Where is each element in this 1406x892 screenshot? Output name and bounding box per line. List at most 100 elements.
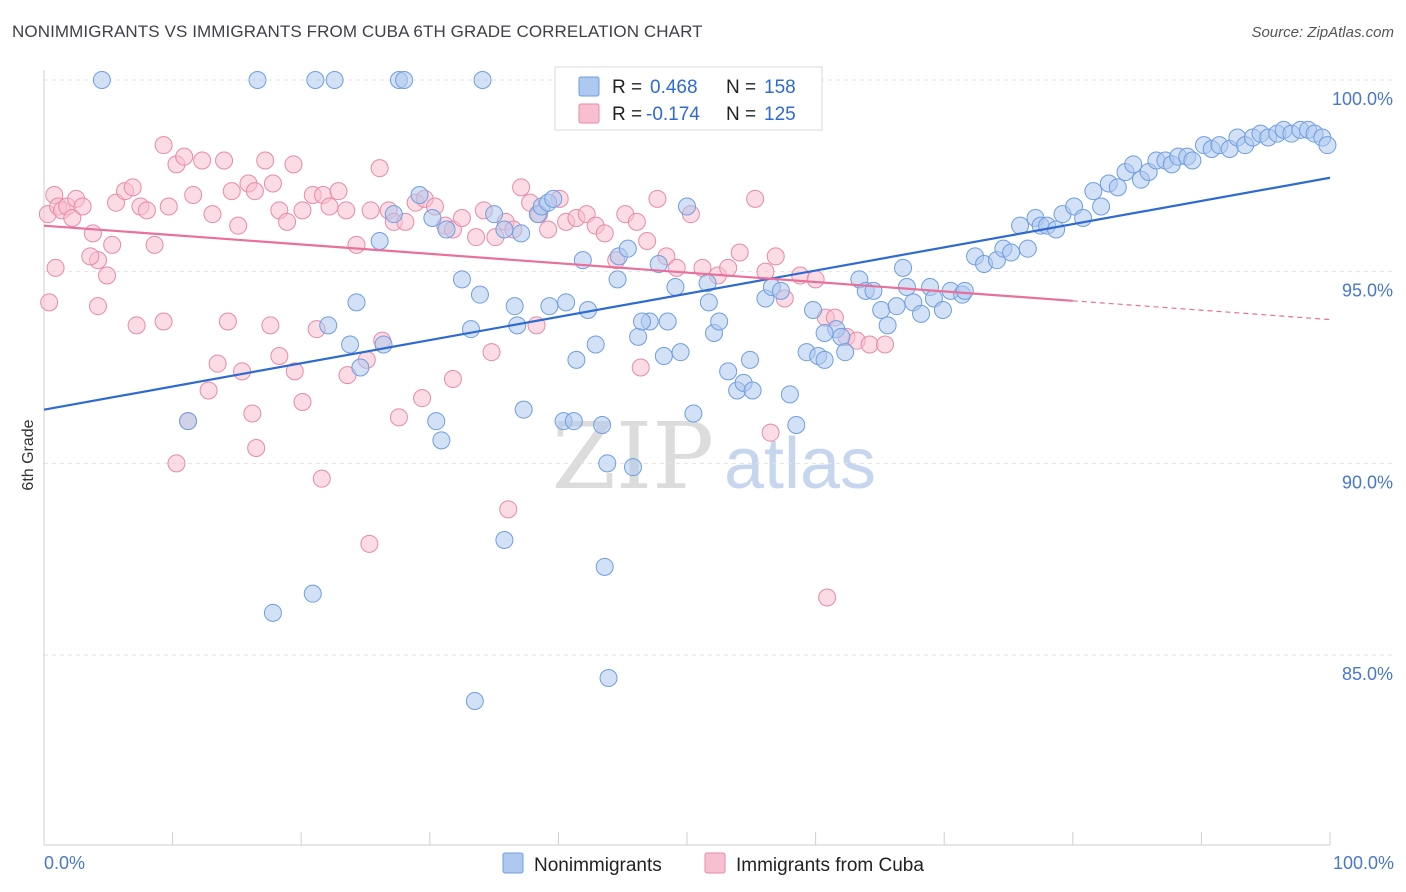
point-nonimmigrants xyxy=(787,416,806,434)
source-label: Source: ZipAtlas.com xyxy=(1251,24,1394,41)
point-nonimmigrants xyxy=(557,293,576,312)
point-nonimmigrants xyxy=(1108,178,1127,197)
legend-r-value-2: -0.174 xyxy=(646,104,700,125)
point-immigrants-from-cuba xyxy=(413,389,432,408)
point-immigrants-from-cuba xyxy=(73,197,92,216)
point-immigrants-from-cuba xyxy=(312,469,331,488)
point-immigrants-from-cuba xyxy=(222,182,241,201)
point-nonimmigrants xyxy=(370,232,389,250)
point-immigrants-from-cuba xyxy=(370,159,389,178)
point-nonimmigrants xyxy=(341,335,360,354)
point-immigrants-from-cuba xyxy=(595,224,614,243)
point-nonimmigrants xyxy=(263,603,282,622)
point-nonimmigrants xyxy=(933,301,952,319)
y-tick-label: 90.0% xyxy=(1342,472,1393,492)
point-immigrants-from-cuba xyxy=(638,232,657,250)
point-immigrants-from-cuba xyxy=(278,212,297,231)
chart-title: NONIMMIGRANTS VS IMMIGRANTS FROM CUBA 6T… xyxy=(12,22,703,41)
point-nonimmigrants xyxy=(514,400,533,419)
trend-line-nonimmigrants xyxy=(43,176,1331,411)
point-nonimmigrants xyxy=(671,343,690,362)
point-nonimmigrants xyxy=(608,270,627,289)
series-legend-swatch-blue xyxy=(502,852,524,874)
point-nonimmigrants xyxy=(955,281,974,300)
point-immigrants-from-cuba xyxy=(167,454,186,473)
point-nonimmigrants xyxy=(1047,220,1066,239)
point-nonimmigrants xyxy=(1092,197,1111,216)
point-nonimmigrants xyxy=(595,557,614,576)
point-immigrants-from-cuba xyxy=(443,370,462,388)
point-nonimmigrants xyxy=(248,71,267,89)
y-axis-tick-labels: 85.0% 90.0% 95.0% 100.0% xyxy=(1332,89,1393,684)
point-immigrants-from-cuba xyxy=(215,151,234,170)
point-immigrants-from-cuba xyxy=(347,235,366,254)
point-nonimmigrants xyxy=(623,458,642,477)
point-immigrants-from-cuba xyxy=(229,216,248,235)
point-immigrants-from-cuba xyxy=(293,201,312,220)
point-nonimmigrants xyxy=(423,209,442,227)
point-nonimmigrants xyxy=(495,220,514,239)
point-immigrants-from-cuba xyxy=(98,266,117,285)
legend-n-label-2: N = xyxy=(726,104,756,125)
point-nonimmigrants xyxy=(658,312,677,331)
point-immigrants-from-cuba xyxy=(154,136,173,155)
point-nonimmigrants xyxy=(319,316,338,335)
point-nonimmigrants xyxy=(678,197,696,216)
legend-n-value-2: 125 xyxy=(764,104,796,125)
point-nonimmigrants xyxy=(649,255,668,273)
point-immigrants-from-cuba xyxy=(730,243,749,262)
point-immigrants-from-cuba xyxy=(199,381,218,400)
x-tick-label-min: 0.0% xyxy=(44,853,85,873)
point-immigrants-from-cuba xyxy=(631,358,650,377)
point-nonimmigrants xyxy=(743,381,762,400)
point-nonimmigrants xyxy=(461,320,480,339)
point-immigrants-from-cuba xyxy=(46,258,65,277)
point-immigrants-from-cuba xyxy=(361,201,380,220)
x-tick-label-max: 100.0% xyxy=(1333,853,1394,873)
point-nonimmigrants xyxy=(586,335,605,354)
point-immigrants-from-cuba xyxy=(203,205,222,224)
x-axis-ticks xyxy=(43,832,1331,845)
trend-line-cuba xyxy=(43,224,1073,302)
point-immigrants-from-cuba xyxy=(293,393,312,411)
point-nonimmigrants xyxy=(495,531,514,549)
point-nonimmigrants xyxy=(887,297,906,316)
legend-r-label-1: R = xyxy=(612,77,642,98)
point-immigrants-from-cuba xyxy=(285,362,304,381)
series-legend-label-cuba: Immigrants from Cuba xyxy=(736,855,924,876)
point-nonimmigrants xyxy=(347,293,366,312)
point-nonimmigrants xyxy=(771,281,790,300)
point-nonimmigrants xyxy=(564,412,583,431)
point-immigrants-from-cuba xyxy=(766,247,785,266)
point-nonimmigrants xyxy=(485,205,504,224)
point-nonimmigrants xyxy=(1084,182,1103,201)
legend-swatch-blue xyxy=(578,76,600,97)
point-immigrants-from-cuba xyxy=(499,500,518,519)
legend-r-label-2: R = xyxy=(612,104,642,125)
legend-swatch-pink xyxy=(578,103,600,124)
point-immigrants-from-cuba xyxy=(247,439,266,457)
point-nonimmigrants xyxy=(384,205,403,224)
point-nonimmigrants xyxy=(872,301,891,319)
point-nonimmigrants xyxy=(92,71,111,89)
point-nonimmigrants xyxy=(325,71,344,89)
point-immigrants-from-cuba xyxy=(40,293,59,312)
point-immigrants-from-cuba xyxy=(243,404,262,423)
point-nonimmigrants xyxy=(684,404,703,423)
point-nonimmigrants xyxy=(437,220,456,239)
point-immigrants-from-cuba xyxy=(719,258,738,277)
point-immigrants-from-cuba xyxy=(89,297,108,316)
point-nonimmigrants xyxy=(512,224,531,243)
point-nonimmigrants xyxy=(593,416,612,434)
point-nonimmigrants xyxy=(815,324,834,342)
point-immigrants-from-cuba xyxy=(233,362,252,381)
point-immigrants-from-cuba xyxy=(270,347,289,365)
point-nonimmigrants xyxy=(470,285,489,304)
series-legend: Nonimmigrants Immigrants from Cuba xyxy=(502,852,924,876)
point-immigrants-from-cuba xyxy=(320,197,339,216)
point-immigrants-from-cuba xyxy=(137,201,156,220)
point-nonimmigrants xyxy=(878,316,897,335)
point-immigrants-from-cuba xyxy=(452,209,471,227)
point-immigrants-from-cuba xyxy=(245,182,264,201)
